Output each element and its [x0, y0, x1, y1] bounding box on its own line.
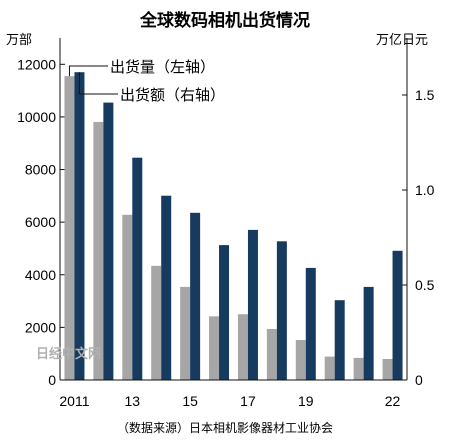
x-axis: 2011 13 15 17 19 22: [59, 379, 407, 409]
bars: [64, 72, 403, 381]
legend-leader-volume: [68, 65, 108, 77]
x-tick-label: 22: [385, 393, 401, 409]
bar-shipment-volume: [324, 356, 335, 380]
left-tick-label: 10000: [17, 109, 56, 125]
source-note: （数据来源）日本相机影像器材工业协会: [117, 420, 333, 435]
bar-shipment-value: [74, 72, 85, 380]
bar-shipment-volume: [209, 316, 220, 380]
bar-shipment-volume: [353, 357, 364, 380]
bar-shipment-volume: [266, 328, 277, 380]
x-tick-label: 17: [240, 393, 256, 409]
bar-shipment-value: [334, 300, 345, 380]
bar-shipment-value: [276, 241, 287, 380]
right-tick-label: 1.0: [415, 182, 435, 198]
bar-shipment-value: [392, 250, 403, 380]
bar-shipment-value: [247, 229, 258, 380]
right-tick-label: 0.5: [415, 277, 435, 293]
left-tick-label: 6000: [25, 214, 56, 230]
bar-shipment-value: [103, 102, 114, 380]
bar-shipment-volume: [295, 340, 306, 380]
right-axis: 0 0.5 1.0 1.5: [402, 38, 435, 388]
bar-shipment-value: [161, 195, 172, 380]
left-axis: 0 2000 4000 6000 8000 10000 12000: [17, 38, 65, 388]
legend-label-value: 出货额（右轴）: [120, 86, 225, 104]
left-tick-label: 8000: [25, 162, 56, 178]
bar-shipment-volume: [64, 76, 75, 381]
x-tick-label: 13: [125, 393, 141, 409]
x-tick-label: 19: [298, 393, 314, 409]
watermark: 日经中文网: [36, 346, 101, 362]
left-tick-label: 4000: [25, 267, 56, 283]
chart-title: 全球数码相机出货情况: [139, 10, 310, 31]
bar-shipment-volume: [93, 121, 104, 380]
left-tick-label: 12000: [17, 56, 56, 72]
legend-label-volume: 出货量（左轴）: [110, 58, 215, 76]
bar-shipment-value: [363, 286, 374, 380]
x-tick-label: 15: [182, 393, 198, 409]
bar-shipment-value: [305, 267, 316, 380]
bar-shipment-value: [132, 157, 143, 380]
left-axis-unit: 万部: [6, 33, 32, 48]
bar-shipment-value: [219, 245, 230, 380]
x-tick-label: 2011: [59, 393, 89, 409]
right-tick-label: 1.5: [415, 87, 435, 103]
right-axis-unit: 万亿日元: [376, 33, 428, 48]
bar-shipment-volume: [151, 265, 162, 380]
legend: 出货量（左轴） 出货额（右轴）: [68, 58, 225, 104]
bar-shipment-value: [190, 212, 201, 380]
left-tick-label: 0: [48, 372, 56, 388]
right-tick-label: 0: [415, 372, 423, 388]
legend-leader-value: [78, 72, 118, 95]
left-tick-label: 2000: [25, 319, 56, 335]
bar-shipment-volume: [382, 358, 393, 380]
bar-shipment-volume: [237, 314, 248, 380]
bar-shipment-volume: [180, 286, 191, 380]
bar-shipment-volume: [122, 214, 133, 380]
